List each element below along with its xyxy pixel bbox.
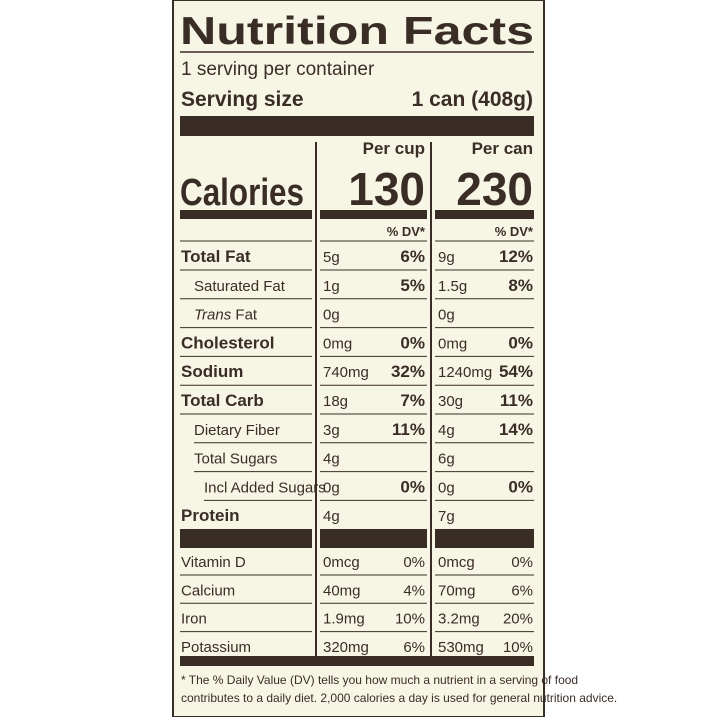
amount: 0g — [323, 479, 340, 496]
nutrient-name: Total Sugars — [194, 451, 277, 468]
nutrient-name: Dietary Fiber — [194, 422, 280, 439]
amount: 5g — [323, 249, 340, 266]
nutrient-name-text: Saturated Fat — [194, 278, 286, 295]
amount: 0g — [323, 307, 340, 324]
amount: 3g — [323, 422, 340, 439]
vitamin-name: Iron — [181, 611, 207, 628]
daily-value: 6% — [511, 582, 533, 599]
amount: 70mg — [438, 582, 476, 599]
nutrient-name-text: Sodium — [181, 362, 243, 381]
amount: 0mg — [438, 335, 467, 352]
thick-bar — [180, 116, 534, 136]
amount: 4g — [438, 422, 455, 439]
thick-bar — [180, 529, 312, 548]
amount: 0mg — [323, 335, 352, 352]
daily-value: 6% — [400, 247, 425, 266]
amount: 1240mg — [438, 364, 492, 381]
daily-value: 20% — [503, 611, 533, 628]
amount: 530mg — [438, 639, 484, 656]
calories-bar — [320, 210, 427, 219]
nutrient-name: Saturated Fat — [194, 278, 286, 295]
daily-value: 54% — [499, 362, 533, 381]
daily-value: 8% — [508, 276, 533, 295]
calories-bar — [180, 210, 312, 219]
thick-bar — [435, 529, 534, 548]
daily-value: 12% — [499, 247, 533, 266]
daily-value: 14% — [499, 420, 533, 439]
amount: 6g — [438, 451, 455, 468]
nutrient-name-italic: Trans — [194, 307, 232, 324]
vitamin-name: Vitamin D — [181, 554, 246, 571]
daily-value: 0% — [511, 554, 533, 571]
vitamin-name: Potassium — [181, 639, 251, 656]
dv-header: % DV* — [387, 224, 426, 239]
dv-header: % DV* — [495, 224, 534, 239]
nutrient-name-text: Fat — [235, 307, 258, 324]
nutrient-name-text: Protein — [181, 506, 240, 525]
vitamin-name: Calcium — [181, 582, 235, 599]
thick-bar — [320, 529, 427, 548]
daily-value: 10% — [395, 611, 425, 628]
daily-value: 0% — [508, 333, 533, 352]
nutrient-name-text: Dietary Fiber — [194, 422, 280, 439]
footnote: * The % Daily Value (DV) tells you how m… — [181, 673, 578, 687]
amount: 3.2mg — [438, 611, 480, 628]
amount: 740mg — [323, 364, 369, 381]
amount: 320mg — [323, 639, 369, 656]
amount: 1g — [323, 278, 340, 295]
calories-value: 230 — [456, 163, 533, 215]
amount: 9g — [438, 249, 455, 266]
daily-value: 0% — [403, 554, 425, 571]
amount: 4g — [323, 451, 340, 468]
nutrient-name-text: Total Carb — [181, 391, 264, 410]
nutrient-name-text: Total Fat — [181, 247, 251, 266]
daily-value: 11% — [500, 391, 533, 410]
daily-value: 0% — [508, 477, 533, 496]
daily-value: 32% — [391, 362, 425, 381]
calories-value: 130 — [348, 163, 425, 215]
daily-value: 6% — [403, 639, 425, 656]
nutrient-name: Total Carb — [181, 391, 264, 410]
footnote: contributes to a daily diet. 2,000 calor… — [181, 691, 617, 705]
nutrient-name: Total Fat — [181, 247, 251, 266]
amount: 18g — [323, 393, 348, 410]
amount: 0g — [438, 307, 455, 324]
amount: 1.9mg — [323, 611, 365, 628]
daily-value: 10% — [503, 639, 533, 656]
amount: 0mcg — [323, 554, 360, 571]
column-header: Per can — [472, 139, 533, 158]
daily-value: 0% — [400, 477, 425, 496]
bottom-bar — [180, 656, 534, 666]
nutrient-name: Incl Added Sugars — [204, 479, 326, 496]
nutrient-name-text: Total Sugars — [194, 451, 277, 468]
calories-bar — [435, 210, 534, 219]
servings: 1 serving per container — [181, 59, 375, 80]
daily-value: 5% — [400, 276, 425, 295]
title: Nutrition Facts — [180, 10, 534, 53]
daily-value: 4% — [403, 582, 425, 599]
amount: 40mg — [323, 582, 361, 599]
nutrient-name: Sodium — [181, 362, 243, 381]
daily-value: 11% — [392, 420, 425, 439]
serving-size-label: Serving size — [181, 88, 304, 111]
amount: 30g — [438, 393, 463, 410]
amount: 1.5g — [438, 278, 467, 295]
column-header: Per cup — [363, 139, 425, 158]
nutrient-name: Protein — [181, 506, 240, 525]
daily-value: 7% — [400, 391, 425, 410]
serving-size-value: 1 can (408g) — [412, 88, 533, 111]
nutrient-name: Cholesterol — [181, 333, 275, 352]
amount: 7g — [438, 508, 455, 525]
nutrient-name: Trans Fat — [194, 307, 258, 324]
amount: 0mcg — [438, 554, 475, 571]
nutrient-name-text: Incl Added Sugars — [204, 479, 326, 496]
daily-value: 0% — [400, 333, 425, 352]
amount: 4g — [323, 508, 340, 525]
amount: 0g — [438, 479, 455, 496]
calories-label: Calories — [180, 172, 304, 214]
nutrient-name-text: Cholesterol — [181, 333, 275, 352]
